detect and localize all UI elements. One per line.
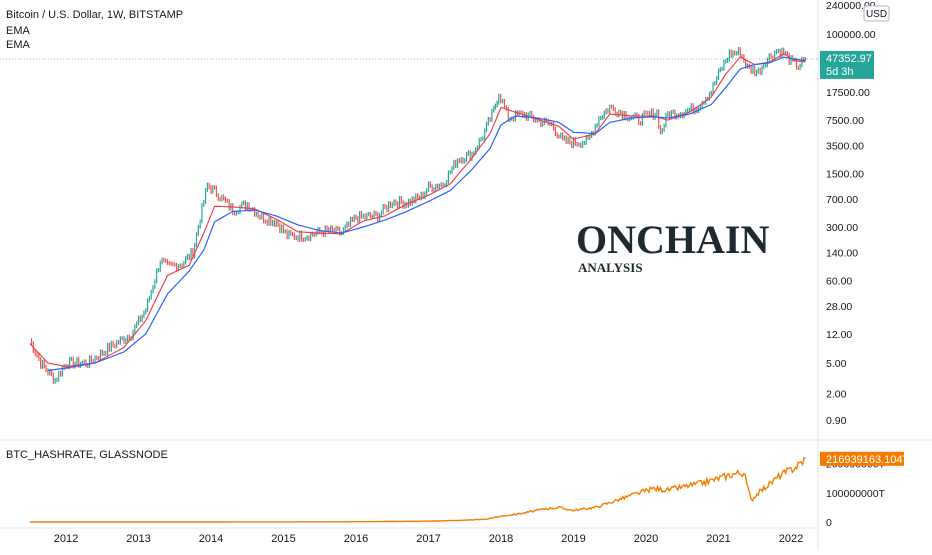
last-price-value: 47352.97 bbox=[826, 53, 872, 65]
y-tick-label: 100000.00 bbox=[826, 29, 876, 41]
x-tick-label: 2020 bbox=[634, 533, 658, 545]
hash-y-tick-label: 100000000T bbox=[826, 488, 886, 500]
y-tick-label: 1500.00 bbox=[826, 169, 864, 181]
price-candles bbox=[30, 47, 807, 384]
last-price-countdown: 5d 3h bbox=[826, 66, 854, 78]
y-tick-label: 140.00 bbox=[826, 247, 858, 259]
x-tick-label: 2021 bbox=[706, 533, 730, 545]
hash-legend: BTC_HASHRATE, GLASSNODE bbox=[6, 449, 168, 461]
x-tick-label: 2022 bbox=[779, 533, 803, 545]
y-tick-label: 17500.00 bbox=[826, 87, 870, 99]
watermark-title: ONCHAIN bbox=[576, 217, 769, 262]
y-tick-label: 28.00 bbox=[826, 301, 852, 313]
y-tick-label: 12.00 bbox=[826, 329, 852, 341]
watermark: ONCHAIN ANALYSIS bbox=[576, 217, 769, 275]
y-tick-label: 700.00 bbox=[826, 194, 858, 206]
currency-chip-box bbox=[863, 5, 890, 22]
ema-slow-line bbox=[47, 56, 806, 372]
y-tick-label: 7500.00 bbox=[826, 115, 864, 127]
hashrate-line bbox=[29, 456, 806, 523]
watermark-subtitle: ANALYSIS bbox=[578, 260, 643, 275]
currency-label: USD bbox=[866, 9, 887, 20]
x-tick-label: 2017 bbox=[416, 533, 440, 545]
y-tick-label: 0.90 bbox=[826, 415, 847, 427]
hash-last-box bbox=[820, 451, 904, 466]
x-axis: 2012 2013 2014 2015 2016 2017 2018 2019 2020 2021… bbox=[54, 533, 803, 545]
hash-legend-title: BTC_HASHRATE, GLASSNODE bbox=[6, 449, 168, 461]
hash-last-value: 216939163.104T bbox=[826, 454, 909, 466]
main-legend: Bitcoin / U.S. Dollar, 1W, BITSTAMP EMA … bbox=[6, 9, 183, 51]
ema-fast-line bbox=[29, 53, 806, 368]
currency-chip: USD bbox=[863, 5, 890, 22]
x-tick-label: 2019 bbox=[561, 533, 585, 545]
hash-y-axis: 200000000T100000000T0 bbox=[826, 459, 886, 529]
x-tick-label: 2016 bbox=[344, 533, 368, 545]
y-tick-label: 3500.00 bbox=[826, 140, 864, 152]
x-tick-label: 2012 bbox=[54, 533, 78, 545]
x-tick-label: 2018 bbox=[489, 533, 513, 545]
main-y-axis: 240000.00 100000.00 17500.00 7500.00 3500.00… bbox=[826, 0, 876, 427]
x-tick-label: 2014 bbox=[199, 533, 223, 545]
y-tick-label: 240000.00 bbox=[826, 0, 876, 12]
ema-legend-1: EMA bbox=[6, 25, 31, 37]
hash-y-tick-label: 0 bbox=[826, 517, 832, 529]
y-tick-label: 2.00 bbox=[826, 388, 847, 400]
x-tick-label: 2013 bbox=[126, 533, 150, 545]
hash-last-badge: 216939163.104T bbox=[820, 451, 909, 466]
y-tick-label: 5.00 bbox=[826, 358, 847, 370]
y-tick-label: 60.00 bbox=[826, 276, 852, 288]
x-tick-label: 2015 bbox=[271, 533, 295, 545]
last-price-box bbox=[820, 50, 874, 79]
main-legend-title: Bitcoin / U.S. Dollar, 1W, BITSTAMP bbox=[6, 9, 183, 21]
y-tick-label: 300.00 bbox=[826, 222, 858, 234]
ema-legend-2: EMA bbox=[6, 39, 31, 51]
